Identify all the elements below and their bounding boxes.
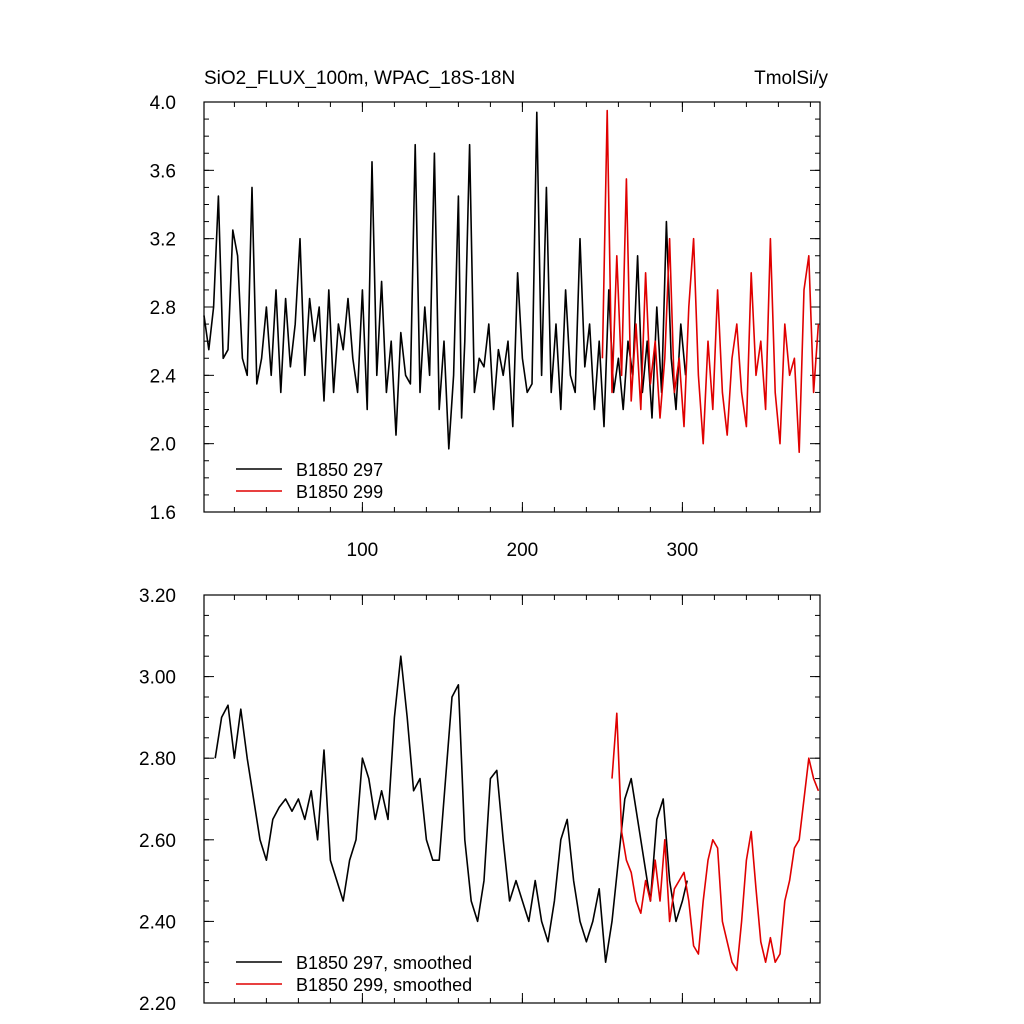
top-xtick-label: 100 xyxy=(347,540,379,561)
bottom-panel: 2.20 2.40 2.60 2.80 3.00 3.20 B1850 297, smoo… xyxy=(139,586,821,1015)
legend-label-b1850-297-smoothed: B1850 297, smoothed xyxy=(296,953,472,973)
top-series-line-1 xyxy=(601,109,820,454)
legend-label-b1850-299: B1850 299 xyxy=(296,482,383,502)
top-series-line-0 xyxy=(203,111,687,450)
top-xtick-label: 200 xyxy=(507,540,539,561)
bottom-ytick-label: 2.60 xyxy=(139,831,176,852)
top-ytick-label: 2.4 xyxy=(150,366,177,387)
bottom-legend: B1850 297, smoothed B1850 299, smoothed xyxy=(236,953,472,995)
bottom-ytick-label: 2.20 xyxy=(139,994,176,1015)
top-ytick-label: 3.2 xyxy=(150,230,176,251)
top-series-group xyxy=(203,109,820,454)
bottom-series-group xyxy=(214,655,820,972)
top-ytick-label: 2.8 xyxy=(150,298,176,319)
top-ytick-label: 3.6 xyxy=(150,161,176,182)
legend-label-b1850-299-smoothed: B1850 299, smoothed xyxy=(296,975,472,995)
bottom-axis-ticks: 2.20 2.40 2.60 2.80 3.00 3.20 xyxy=(139,586,820,1015)
top-panel: SiO2_FLUX_100m, WPAC_18S-18N TmolSi/y 1.… xyxy=(150,68,829,561)
top-ytick-label: 1.6 xyxy=(150,503,176,524)
bottom-series-line-0 xyxy=(214,655,688,964)
bottom-ytick-label: 3.00 xyxy=(139,668,176,689)
top-chart-title: SiO2_FLUX_100m, WPAC_18S-18N xyxy=(204,68,515,89)
top-axis-ticks: 1.6 2.0 2.4 2.8 3.2 3.6 4.0 100 200 300 xyxy=(150,93,820,561)
bottom-series-line-1 xyxy=(611,712,820,972)
top-ytick-label: 4.0 xyxy=(150,93,176,114)
bottom-ytick-label: 2.80 xyxy=(139,749,176,770)
top-chart-units: TmolSi/y xyxy=(754,68,828,89)
top-ytick-label: 2.0 xyxy=(150,435,176,456)
top-legend: B1850 297 B1850 299 xyxy=(236,460,383,502)
legend-label-b1850-297: B1850 297 xyxy=(296,460,383,480)
bottom-ytick-label: 2.40 xyxy=(139,912,176,933)
bottom-ytick-label: 3.20 xyxy=(139,586,176,607)
top-xtick-label: 300 xyxy=(667,540,699,561)
